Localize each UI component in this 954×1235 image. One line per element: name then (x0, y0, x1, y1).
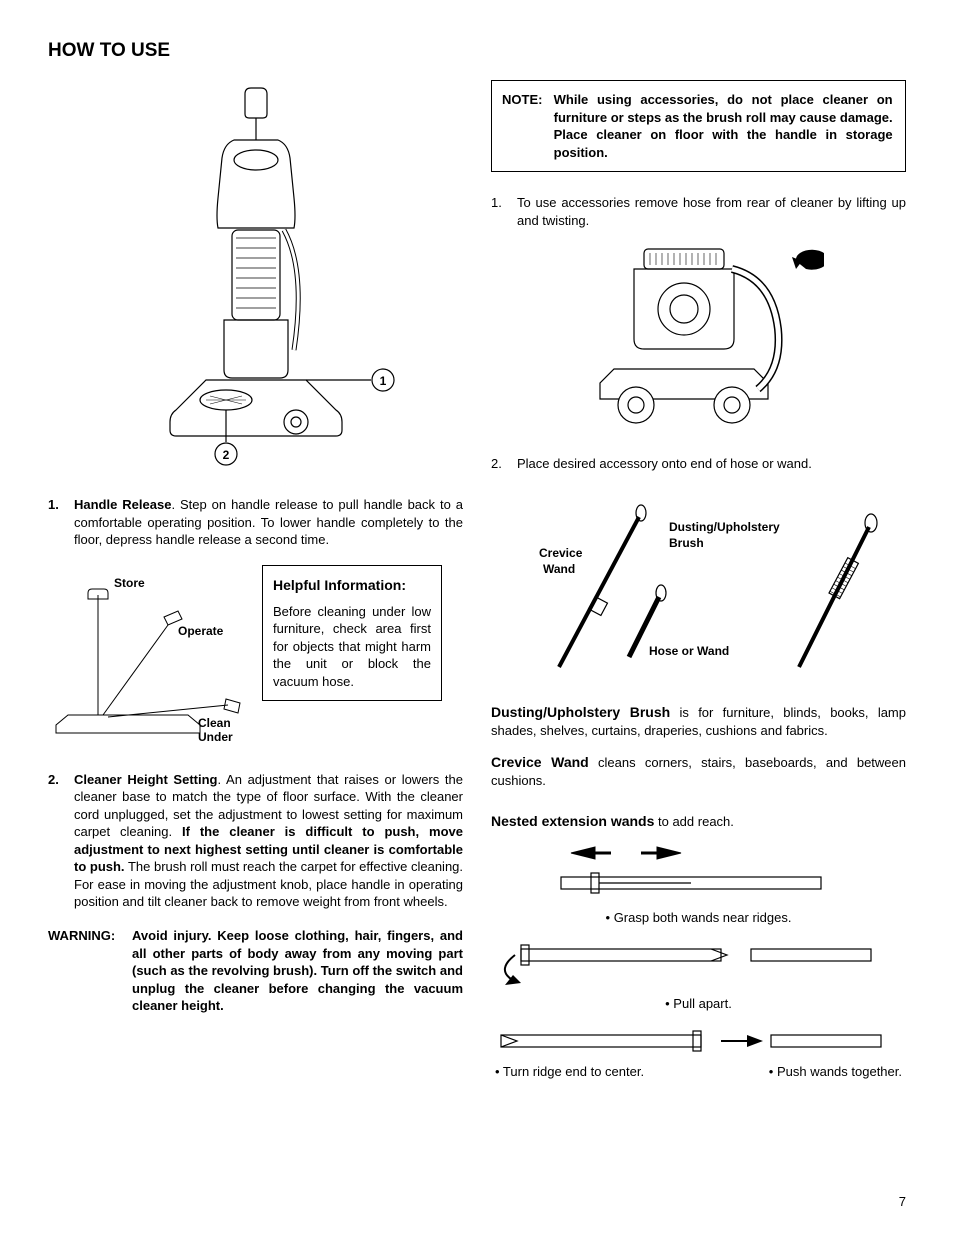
dusting-brush-label: Dusting/Upholstery Brush (491, 704, 670, 720)
warning-text: Avoid injury. Keep loose clothing, hair,… (132, 927, 463, 1015)
handle-release-label: Handle Release (74, 497, 171, 512)
height-setting-label: Cleaner Height Setting (74, 772, 217, 787)
hosewand-label: Hose or Wand (649, 644, 729, 658)
item-number: 1. (48, 496, 66, 549)
helpful-info-title: Helpful Information: (273, 576, 431, 595)
page-number: 7 (899, 1194, 906, 1209)
handle-positions-illustration: Store Operate Clean Under (48, 565, 248, 745)
page-title: HOW TO USE (48, 40, 906, 62)
list-item: 1. Handle Release. Step on handle releas… (48, 496, 463, 549)
item-number: 2. (491, 455, 509, 473)
operate-label: Operate (178, 624, 224, 638)
wand-step1-text: • Grasp both wands near ridges. (491, 910, 906, 925)
crevice-label-2: Wand (543, 562, 575, 576)
crevice-label-1: Crevice (539, 546, 583, 560)
item-body: Place desired accessory onto end of hose… (517, 455, 906, 473)
nested-wands-text: to add reach. (654, 814, 734, 829)
crevice-wand-para: Crevice Wand cleans corners, stairs, bas… (491, 753, 906, 789)
dusting-label-1: Dusting/Upholstery (669, 520, 780, 534)
note-text: While using accessories, do not place cl… (554, 91, 893, 161)
content-columns: 1 2 1. Handle Release. Step on handle re… (48, 80, 906, 1079)
clean-under-label: Clean (198, 716, 231, 730)
wand-step3-row: • Turn ridge end to center. • Push wands… (491, 1064, 906, 1079)
item-body: Handle Release. Step on handle release t… (74, 496, 463, 549)
item-number: 1. (491, 194, 509, 229)
note-box: NOTE: While using accessories, do not pl… (491, 80, 906, 172)
height-text-b: The brush roll must reach the carpet for… (74, 859, 463, 909)
warning-label: WARNING: (48, 927, 126, 1015)
clean-under-label-2: Under (198, 730, 233, 744)
list-item: 2. Place desired accessory onto end of h… (491, 455, 906, 473)
wand-step3-illustration (491, 1025, 891, 1061)
right-column: NOTE: While using accessories, do not pl… (491, 80, 906, 1079)
wand-step2-text: • Pull apart. (491, 996, 906, 1011)
helpful-info-box: Helpful Information: Before cleaning und… (262, 565, 442, 702)
item-number: 2. (48, 771, 66, 911)
list-item: 1. To use accessories remove hose from r… (491, 194, 906, 229)
warning-block: WARNING: Avoid injury. Keep loose clothi… (48, 927, 463, 1015)
svg-text:2: 2 (222, 448, 229, 462)
nested-wands-para: Nested extension wands to add reach. (491, 812, 906, 831)
accessories-illustration: Crevice Wand Dusting/Upholstery Brush Ho… (499, 487, 899, 687)
item-body: Cleaner Height Setting. An adjustment th… (74, 771, 463, 911)
wand-step3a-text: • Turn ridge end to center. (495, 1064, 644, 1079)
dusting-brush-para: Dusting/Upholstery Brush is for furnitur… (491, 703, 906, 739)
wand-step2-illustration (491, 939, 891, 987)
vacuum-main-illustration: 1 2 (106, 80, 406, 480)
list-item: 2. Cleaner Height Setting. An adjustment… (48, 771, 463, 911)
note-label: NOTE: (502, 91, 550, 109)
wand-steps-block: • Grasp both wands near ridges. • Pull a… (491, 839, 906, 1079)
handle-positions-row: Store Operate Clean Under Helpful Inform… (48, 565, 463, 745)
nested-wands-label: Nested extension wands (491, 813, 654, 829)
helpful-info-text: Before cleaning under low furniture, che… (273, 603, 431, 691)
wand-step1-illustration (491, 839, 891, 901)
left-column: 1 2 1. Handle Release. Step on handle re… (48, 80, 463, 1079)
item-body: To use accessories remove hose from rear… (517, 194, 906, 229)
hose-removal-illustration (574, 239, 824, 439)
wand-step3b-text: • Push wands together. (769, 1064, 902, 1079)
store-label: Store (114, 576, 145, 590)
crevice-wand-label: Crevice Wand (491, 754, 589, 770)
svg-text:1: 1 (379, 374, 386, 388)
dusting-label-2: Brush (669, 536, 704, 550)
